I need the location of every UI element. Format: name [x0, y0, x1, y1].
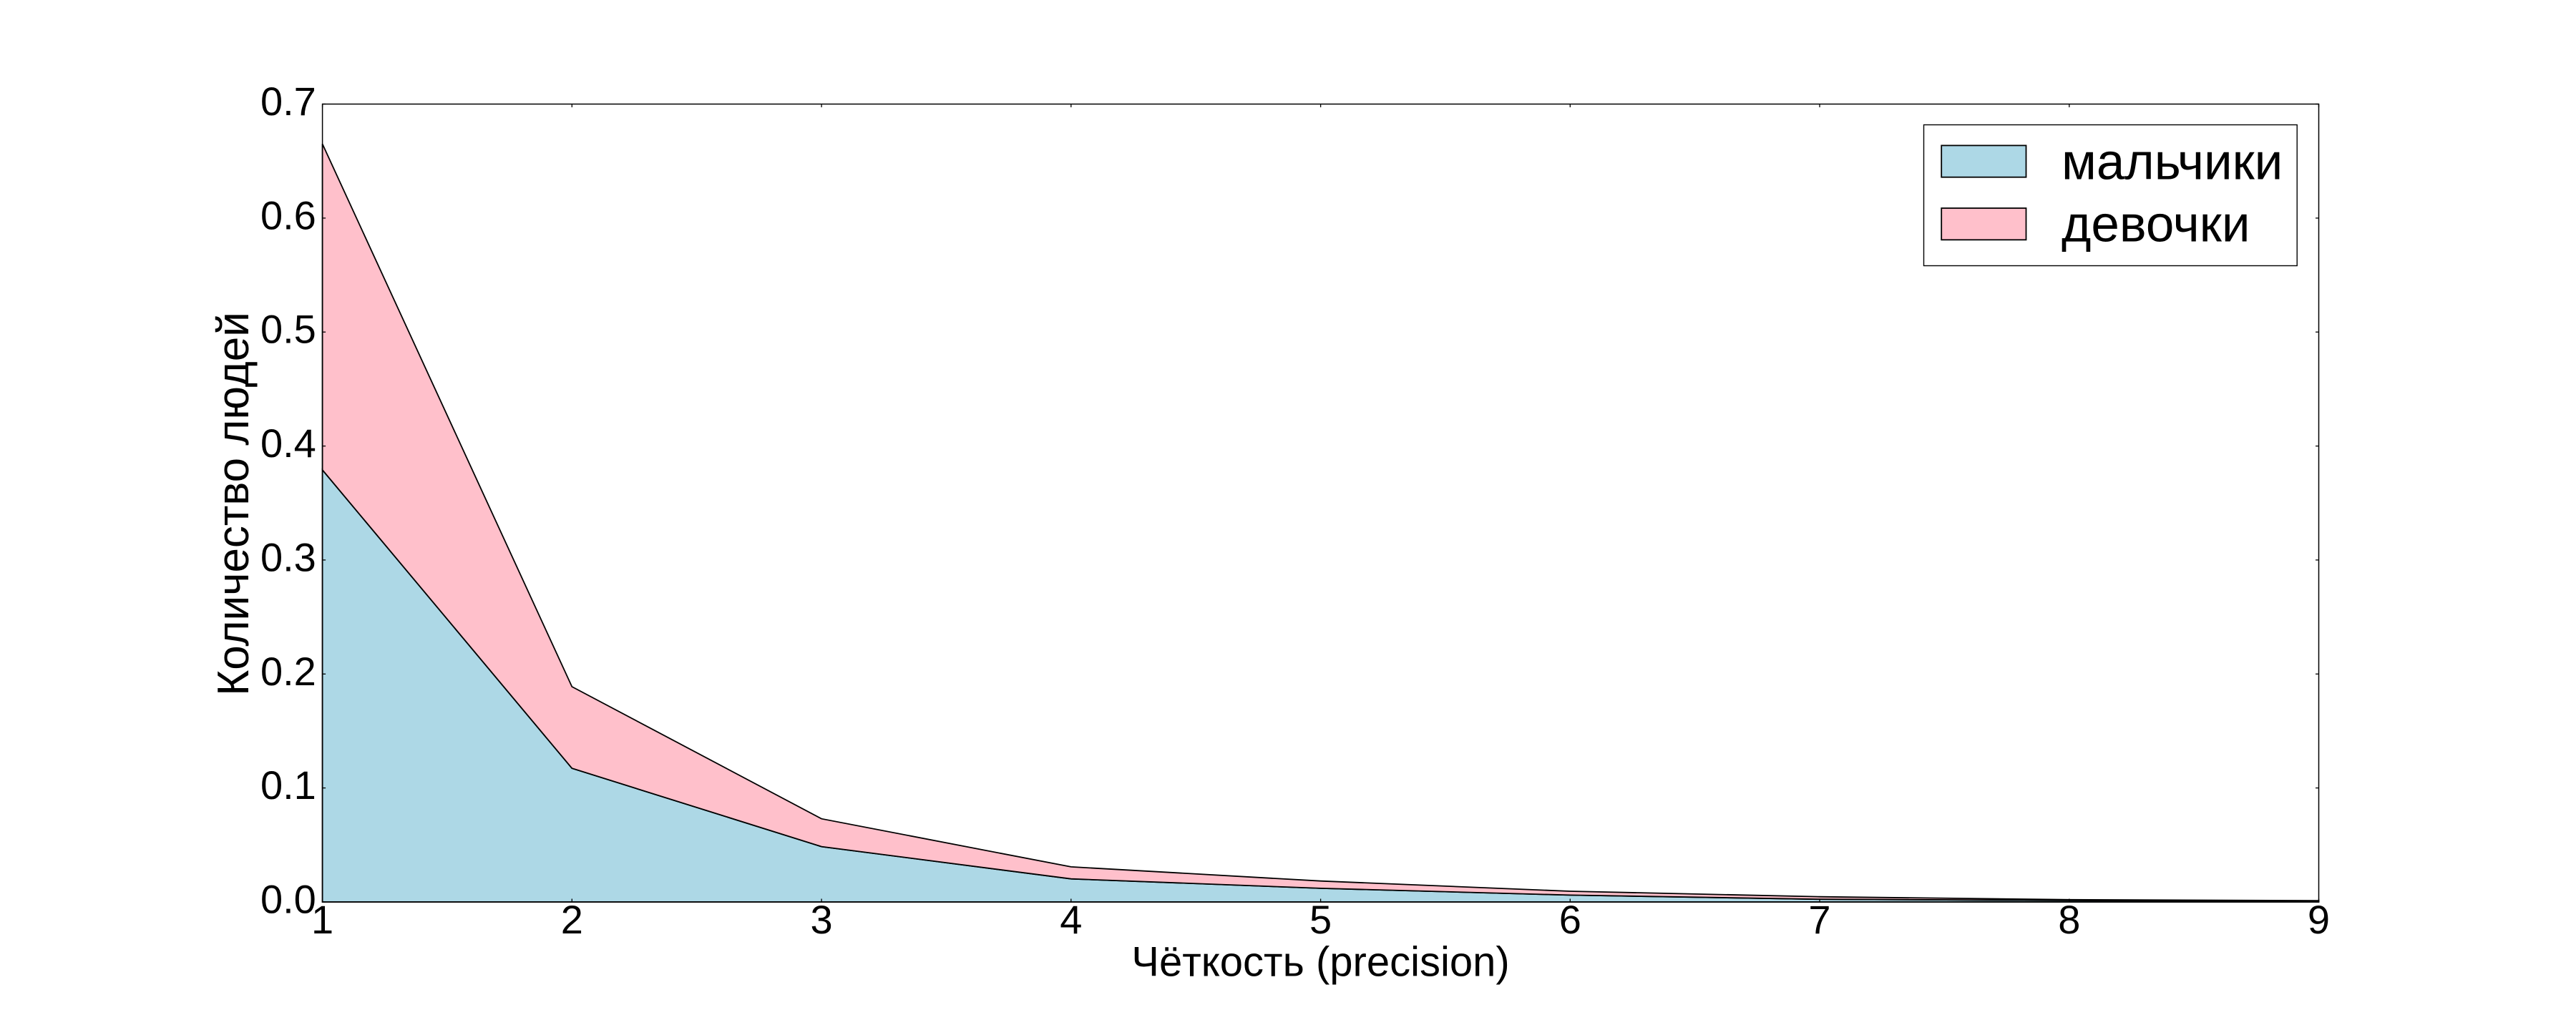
- svg-text:3: 3: [811, 897, 833, 942]
- svg-text:5: 5: [1309, 897, 1332, 942]
- svg-text:девочки: девочки: [2062, 197, 2250, 253]
- svg-text:0.2: 0.2: [260, 649, 316, 694]
- svg-text:9: 9: [2308, 897, 2330, 942]
- svg-text:0.7: 0.7: [260, 79, 316, 124]
- svg-text:6: 6: [1559, 897, 1581, 942]
- svg-text:8: 8: [2058, 897, 2080, 942]
- svg-text:4: 4: [1060, 897, 1082, 942]
- svg-text:Количество людей: Количество людей: [209, 312, 258, 696]
- svg-text:0.6: 0.6: [260, 192, 316, 237]
- svg-text:0.0: 0.0: [260, 877, 316, 922]
- svg-text:2: 2: [561, 897, 583, 942]
- svg-text:0.3: 0.3: [260, 534, 316, 579]
- svg-text:0.1: 0.1: [260, 762, 316, 808]
- svg-text:мальчики: мальчики: [2062, 134, 2283, 191]
- svg-text:Чёткость (precision): Чёткость (precision): [1131, 938, 1509, 985]
- svg-text:0.5: 0.5: [260, 307, 316, 352]
- svg-text:1: 1: [311, 897, 333, 942]
- svg-text:7: 7: [1808, 897, 1830, 942]
- svg-text:0.4: 0.4: [260, 421, 316, 466]
